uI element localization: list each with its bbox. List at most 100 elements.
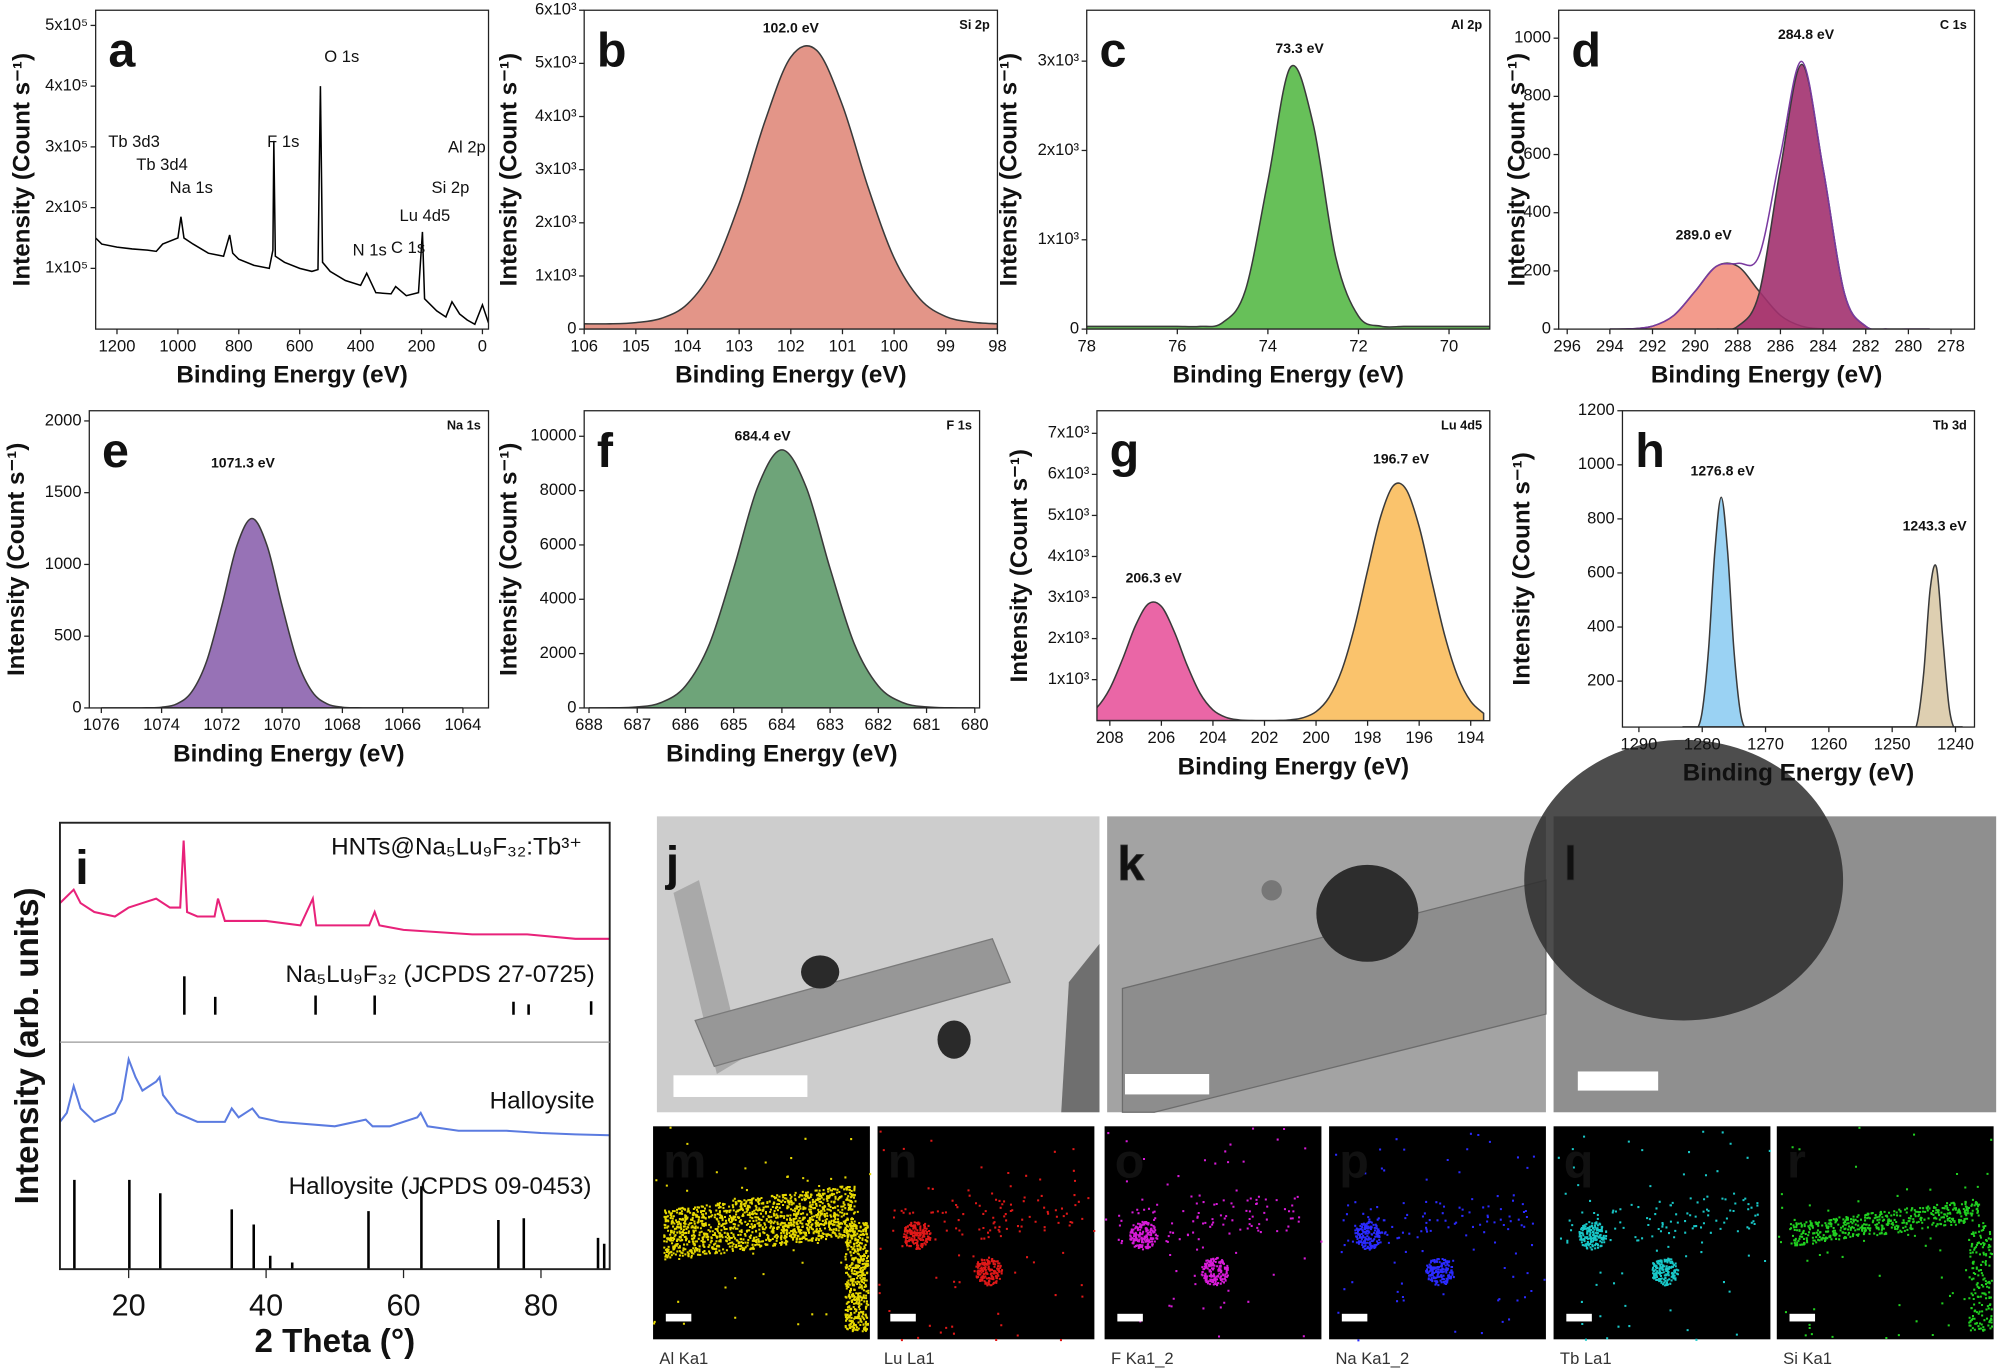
- plot-frame: [1621, 410, 1976, 728]
- x-tick-label: 102: [777, 336, 805, 355]
- panel-label: Na 1s: [447, 417, 481, 432]
- y-tick-label: 3x10³: [1038, 51, 1080, 70]
- panel-label: Tb 3d: [1933, 417, 1967, 432]
- x-axis-title: Binding Energy (eV): [666, 741, 897, 768]
- y-tick-label: 400: [1587, 616, 1615, 635]
- peak-area: [584, 45, 998, 330]
- spectrum-line: [59, 840, 610, 940]
- y-axis-title: Intensity (Count s⁻¹): [1508, 452, 1535, 685]
- x-tick-label: 687: [623, 715, 651, 734]
- x-tick-label: 200: [408, 336, 436, 355]
- panel-letter: g: [1110, 424, 1140, 478]
- y-tick-label: 4x10⁵: [45, 76, 88, 95]
- scale-bar: [673, 1075, 808, 1097]
- x-tick-label: 72: [1349, 336, 1367, 355]
- y-tick-label: 8000: [540, 480, 577, 499]
- y-tick-label: 6000: [540, 534, 577, 553]
- map-signal: [1557, 1130, 1771, 1341]
- plot-frame: [58, 821, 611, 1271]
- panel-letter: p: [1339, 1134, 1369, 1188]
- x-axis-title: 2 Theta (°): [255, 1323, 416, 1360]
- y-tick-label: 800: [1523, 86, 1551, 105]
- x-tick-label: 278: [1937, 336, 1965, 355]
- particle: [1261, 880, 1282, 901]
- map-signal: [653, 1126, 872, 1333]
- x-tick-label: 600: [286, 336, 314, 355]
- x-tick-label: 200: [1302, 728, 1330, 747]
- panel-letter: q: [1564, 1134, 1594, 1188]
- panel-letter: b: [597, 23, 627, 77]
- peak-annotation: 289.0 eV: [1676, 227, 1733, 243]
- tube-edge: [1061, 943, 1100, 1113]
- x-tick-label: 100: [880, 336, 908, 355]
- x-tick-label: 294: [1596, 336, 1624, 355]
- y-tick-label: 3x10³: [1048, 587, 1090, 606]
- spectrum-line: [95, 86, 489, 326]
- y-tick-label: 4000: [540, 589, 577, 608]
- panel-label: Si 2p: [959, 17, 990, 32]
- y-tick-label: 3x10³: [535, 159, 577, 178]
- scale-bar: [1125, 1074, 1210, 1095]
- plot-area: [95, 86, 489, 326]
- y-tick-label: 2x10⁵: [45, 197, 88, 216]
- plot-frame: [95, 9, 490, 330]
- peak-annotation: 284.8 eV: [1778, 26, 1835, 42]
- x-tick-label: 78: [1078, 336, 1096, 355]
- peak-annotation: Si 2p: [432, 178, 470, 197]
- x-tick-label: 1076: [83, 715, 120, 734]
- y-tick-label: 2000: [45, 410, 82, 429]
- map-caption: F Ka1_2: [1111, 1349, 1174, 1368]
- x-tick-label: 20: [112, 1289, 146, 1323]
- x-tick-label: 101: [829, 336, 857, 355]
- peak-annotation: Al 2p: [448, 137, 486, 156]
- peak-annotation: 196.7 eV: [1373, 451, 1430, 467]
- plot-area: [1609, 60, 1930, 330]
- x-tick-label: 1280: [1684, 734, 1721, 753]
- particle: [1316, 864, 1419, 962]
- y-axis-title: Intensity (Count s⁻¹): [1006, 449, 1033, 682]
- y-tick-label: 4x10³: [1048, 546, 1090, 565]
- x-tick-label: 286: [1767, 336, 1795, 355]
- plot-frame: [88, 410, 490, 709]
- scale-bar: [1566, 1313, 1592, 1322]
- x-axis-title: Binding Energy (eV): [1683, 760, 1914, 787]
- y-tick-label: 500: [54, 626, 82, 645]
- x-tick-label: 1200: [99, 336, 136, 355]
- peak-annotation: 1243.3 eV: [1903, 518, 1968, 534]
- map-caption: Al Ka1: [659, 1349, 708, 1368]
- y-tick-label: 5x10³: [535, 53, 577, 72]
- map-caption: Lu La1: [884, 1349, 935, 1368]
- trace-name: Halloysite: [490, 1087, 595, 1114]
- panel-letter: c: [1099, 23, 1126, 77]
- x-tick-label: 208: [1096, 728, 1124, 747]
- x-tick-label: 1068: [324, 715, 361, 734]
- plot-frame: [1086, 9, 1491, 330]
- y-tick-label: 2x10³: [1038, 140, 1080, 159]
- scale-bar: [1577, 1071, 1659, 1091]
- y-tick-label: 1x10⁵: [45, 258, 88, 277]
- x-tick-label: 194: [1457, 728, 1485, 747]
- peak-area: [1086, 64, 1490, 330]
- x-tick-label: 1064: [444, 715, 481, 734]
- panel-letter: l: [1564, 837, 1577, 891]
- x-tick-label: 1000: [159, 336, 196, 355]
- x-axis-title: Binding Energy (eV): [176, 362, 407, 389]
- plot-area: [59, 840, 610, 1270]
- y-tick-label: 0: [72, 697, 81, 716]
- peak-area: [589, 449, 975, 708]
- panel-label: Lu 4d5: [1441, 417, 1482, 432]
- x-tick-label: 104: [674, 336, 702, 355]
- peak-annotation: N 1s: [353, 241, 387, 260]
- x-tick-label: 1240: [1937, 734, 1974, 753]
- y-tick-label: 0: [567, 318, 576, 337]
- scale-bar: [1789, 1313, 1816, 1322]
- x-tick-label: 296: [1553, 336, 1581, 355]
- y-tick-label: 3x10⁵: [45, 136, 88, 155]
- map-signal: [1105, 1127, 1323, 1338]
- x-tick-label: 106: [570, 336, 598, 355]
- y-tick-label: 1x10³: [1048, 669, 1090, 688]
- panel-label: Al 2p: [1451, 17, 1482, 32]
- y-axis-title: Intensity (Count s⁻¹): [3, 443, 30, 676]
